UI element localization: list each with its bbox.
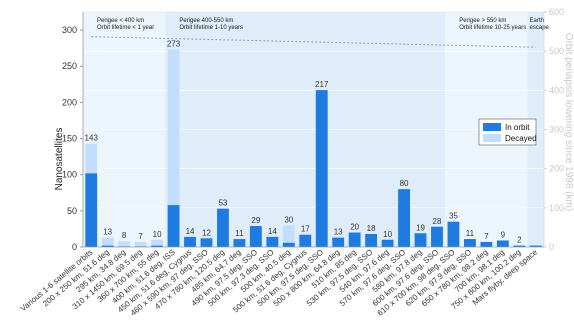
bar-in-orbit-10	[249, 226, 262, 247]
bar-in-orbit-19	[398, 189, 410, 247]
bar-in-orbit-17	[365, 233, 378, 247]
bar-in-orbit-20	[414, 233, 427, 247]
y2-tick-label-3: 300	[549, 125, 564, 135]
data-label-25: 9	[501, 230, 506, 239]
bar-decayed-0	[85, 143, 98, 174]
bar-in-orbit-27	[529, 245, 542, 247]
data-label-18: 10	[383, 230, 392, 239]
bar-in-orbit-11	[266, 236, 279, 247]
bar-in-orbit-13	[299, 234, 312, 247]
legend: In orbit Decayed	[478, 118, 537, 146]
y2-axis-ticks: 0 100 200 300 400 500 600	[544, 7, 564, 252]
y2-tick-label-6: 600	[549, 7, 564, 17]
zone-caption-2-line1: Perigee > 550 km	[459, 18, 506, 24]
zone-caption-3-line2: escape	[530, 25, 550, 31]
data-label-19: 80	[400, 179, 409, 188]
y2-tick-label-0: 0	[549, 242, 554, 252]
data-label-0: 143	[85, 134, 99, 143]
bar-in-orbit-21	[431, 226, 443, 247]
legend-swatch-in-orbit	[483, 123, 501, 131]
bars	[85, 49, 542, 247]
y-tick-label-2: 100	[62, 170, 77, 180]
data-label-8: 53	[218, 199, 227, 208]
y-tick-label-3: 150	[62, 134, 77, 144]
y2-tick-label-1: 100	[549, 203, 564, 213]
y-tick-label-4: 200	[62, 97, 77, 107]
legend-swatch-decayed	[483, 134, 501, 142]
y2-tick-label-4: 400	[549, 85, 564, 95]
bar-in-orbit-4	[151, 245, 164, 247]
legend-label-decayed: Decayed	[505, 134, 537, 143]
data-label-9: 11	[235, 229, 244, 238]
bar-in-orbit-15	[332, 237, 345, 247]
data-label-11: 14	[268, 227, 277, 236]
data-label-5: 273	[167, 40, 181, 49]
bar-in-orbit-12	[282, 242, 295, 247]
bar-in-orbit-23	[463, 239, 476, 247]
data-label-17: 18	[367, 224, 376, 233]
data-label-23: 11	[466, 229, 475, 238]
y-tick-label-5: 250	[62, 61, 77, 71]
bar-decayed-12	[282, 225, 295, 243]
data-label-21: 28	[433, 217, 442, 226]
bar-in-orbit-6	[184, 236, 196, 247]
zone-caption-2-line2: Orbit lifetime 10-25 years	[459, 25, 526, 31]
bar-in-orbit-8	[217, 208, 229, 247]
bar-in-orbit-14	[315, 90, 328, 247]
bar-in-orbit-26	[513, 245, 526, 247]
y2-axis-label: Orbit periapsis lowering since 1998 (km)	[563, 33, 574, 211]
y-tick-label-0: 0	[72, 242, 77, 252]
data-label-7: 12	[202, 228, 211, 237]
zone-caption-1-line2: Orbit lifetime 1-10 years	[179, 25, 243, 31]
bar-in-orbit-0	[85, 173, 98, 247]
data-label-14: 217	[315, 80, 329, 89]
y-axis-label: Nanosatellites	[54, 128, 65, 191]
data-label-15: 13	[334, 228, 343, 237]
data-label-20: 19	[416, 223, 425, 232]
y2-tick-label-5: 500	[549, 46, 564, 56]
data-label-1: 13	[103, 228, 112, 237]
zone-caption-3-line1: Earth	[530, 18, 544, 24]
zone-caption-0-line2: Orbit lifetime < 1 year	[97, 25, 154, 31]
data-label-4: 10	[153, 230, 162, 239]
bar-decayed-3	[134, 241, 147, 247]
zone-caption-1-line1: Perigee 400-550 km	[179, 18, 233, 24]
data-label-22: 35	[449, 212, 458, 221]
bar-in-orbit-25	[496, 240, 509, 247]
data-label-13: 17	[301, 225, 310, 234]
data-label-12: 30	[284, 215, 293, 224]
data-label-6: 14	[186, 227, 195, 236]
bar-decayed-5	[167, 49, 180, 206]
y-tick-label-1: 50	[67, 206, 77, 216]
bar-in-orbit-9	[233, 239, 246, 247]
data-label-3: 7	[138, 232, 143, 241]
y-axis-ticks: 0 50 100 150 200 250 300	[62, 25, 83, 252]
y2-tick-label-2: 200	[549, 164, 564, 174]
data-label-24: 7	[484, 232, 489, 241]
bar-in-orbit-24	[480, 241, 493, 247]
data-label-10: 29	[251, 216, 260, 225]
zone-caption-0-line1: Perigee < 400 km	[97, 18, 144, 24]
bar-decayed-2	[118, 241, 131, 247]
bar-in-orbit-16	[348, 232, 361, 247]
y-tick-label-6: 300	[62, 25, 77, 35]
data-label-2: 8	[122, 231, 127, 240]
legend-label-in-orbit: In orbit	[505, 123, 530, 132]
bar-in-orbit-7	[200, 238, 213, 247]
bar-in-orbit-5	[167, 205, 180, 247]
bar-decayed-4	[151, 239, 164, 246]
bar-in-orbit-18	[381, 239, 394, 247]
data-label-16: 20	[350, 223, 359, 232]
bar-decayed-1	[101, 237, 114, 246]
data-label-26: 2	[517, 236, 522, 245]
bar-in-orbit-22	[447, 221, 460, 247]
bar-in-orbit-1	[101, 245, 114, 247]
